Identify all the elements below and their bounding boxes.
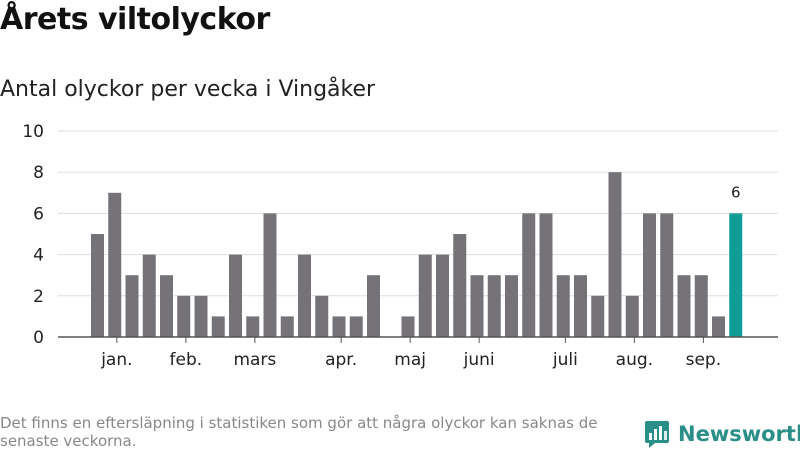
bar [694,275,708,337]
bar [522,213,536,337]
bar [418,254,432,337]
bar [608,172,622,337]
bar [298,254,311,337]
bar [487,275,501,337]
y-tick-label: 8 [33,163,44,183]
bar [367,275,380,337]
bar [246,316,260,337]
bar [349,316,363,337]
x-tick-label: maj [394,350,426,370]
footnote: Det finns en eftersläpning i statistiken… [0,414,598,450]
y-tick-label: 4 [33,246,44,266]
brand-name: Newsworthy [678,422,800,446]
chart-title: Årets viltolyckor [0,2,270,37]
y-tick-label: 6 [33,204,44,224]
chart-subtitle: Antal olyckor per vecka i Vingåker [0,77,376,102]
bar [401,316,415,337]
bar [211,316,225,337]
bar [729,213,743,337]
data-label: 6 [731,183,741,201]
bar [177,295,191,337]
bar [556,275,570,337]
y-tick-label: 2 [33,287,44,307]
bar-chart: 0 2 4 6 8 10 6 jan. feb. mars apr. maj juni juli aug. s… [22,122,778,370]
bar [332,316,346,337]
bar [643,213,656,337]
bar [660,213,674,337]
bar [108,192,122,337]
bar [470,275,484,337]
bar [125,275,139,337]
bar [574,275,587,337]
bar [625,295,639,337]
bar [229,254,242,337]
bar [712,316,725,337]
bar [505,275,518,337]
bar [539,213,553,337]
y-tick-label: 10 [22,122,44,142]
x-tick-label: feb. [170,350,203,370]
bar [91,234,104,337]
bar [263,213,277,337]
x-tick-label: jan. [100,350,132,370]
x-tick-label: sep. [686,350,722,370]
bar [315,295,329,337]
bar [142,254,156,337]
bar [160,275,173,337]
bar [194,295,208,337]
newsworthy-logo-icon [645,421,669,448]
x-tick-label: juli [552,350,578,370]
bar [591,295,605,337]
x-tick-label: juni [463,350,495,370]
y-tick-label: 0 [33,328,44,348]
bar [280,316,294,337]
x-tick-label: apr. [325,350,357,370]
x-tick-label: aug. [616,350,653,370]
x-tick-label: mars [233,350,276,370]
brand-logo: Newsworthy [644,420,800,448]
bar [677,275,691,337]
bar [436,254,449,337]
bar [453,234,467,337]
